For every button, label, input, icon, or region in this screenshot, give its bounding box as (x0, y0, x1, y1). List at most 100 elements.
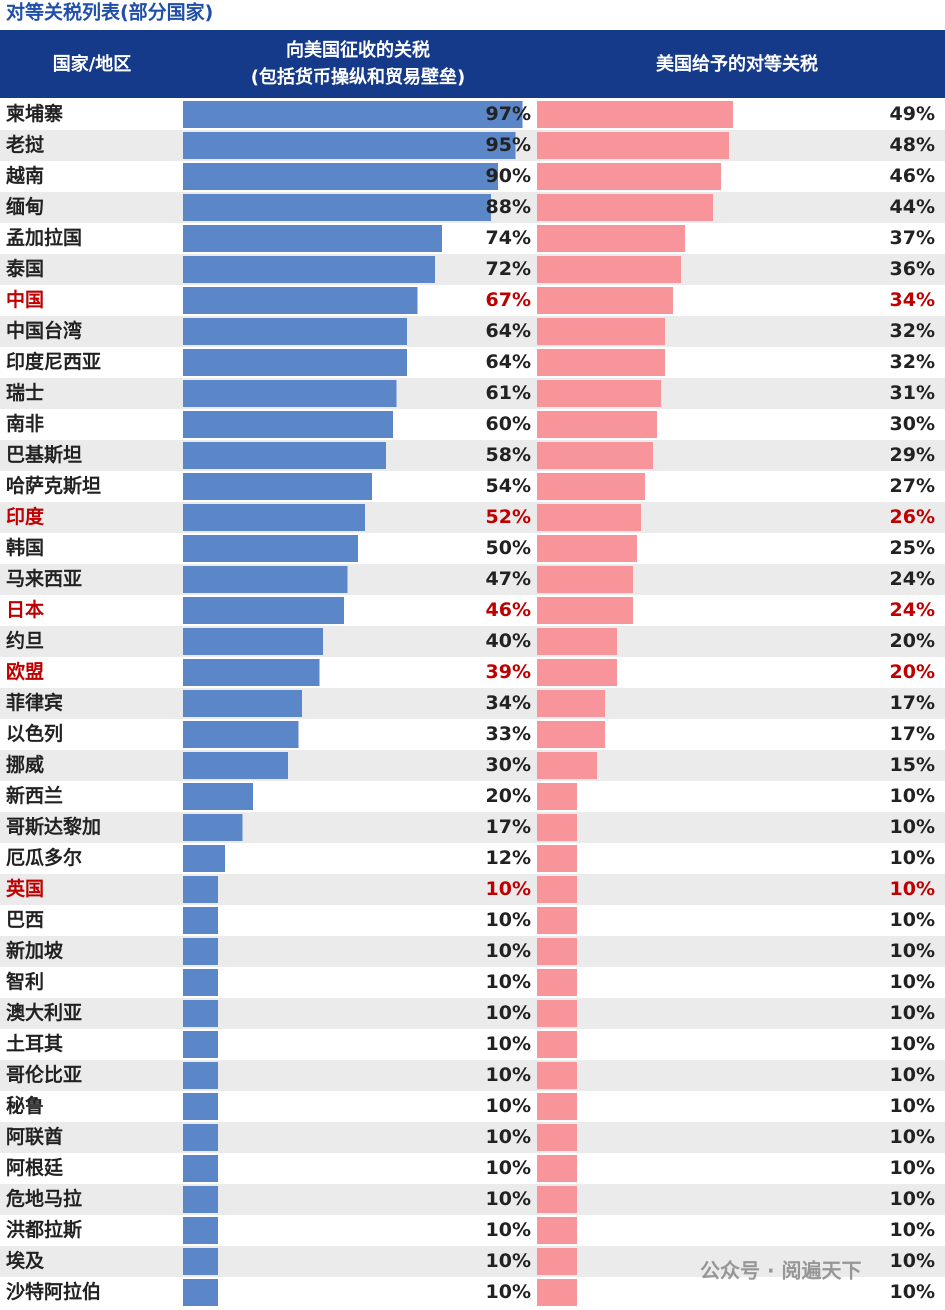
value-label: 49% (890, 103, 935, 125)
bar (183, 225, 442, 252)
value-label: 17% (890, 723, 935, 745)
bar (183, 256, 435, 283)
category-label: 沙特阿拉伯 (6, 1280, 101, 1303)
value-label: 10% (890, 785, 935, 807)
row-background (0, 750, 945, 781)
row-background (0, 936, 945, 967)
category-label: 欧盟 (6, 660, 44, 683)
bar (183, 1248, 218, 1275)
bar (183, 287, 418, 314)
category-label: 约旦 (6, 629, 44, 652)
value-label: 10% (890, 909, 935, 931)
bar (183, 566, 348, 593)
row-background (0, 998, 945, 1029)
bar (183, 349, 407, 376)
value-label: 40% (486, 630, 531, 652)
bar (183, 1000, 218, 1027)
row-background (0, 626, 945, 657)
bar (537, 1186, 577, 1213)
value-label: 26% (890, 506, 935, 528)
category-label: 日本 (6, 598, 44, 621)
value-label: 47% (486, 568, 531, 590)
bar (537, 597, 633, 624)
category-label: 柬埔寨 (6, 102, 63, 125)
category-label: 印度 (6, 505, 45, 528)
category-label: 泰国 (5, 257, 44, 280)
value-label: 10% (486, 1219, 531, 1241)
bar (537, 969, 577, 996)
bar (183, 318, 407, 345)
category-label: 秘鲁 (6, 1094, 44, 1117)
value-label: 54% (486, 475, 531, 497)
bar (537, 349, 665, 376)
row-background (0, 1246, 945, 1277)
value-label: 10% (486, 971, 531, 993)
bar (537, 690, 605, 717)
bar (183, 845, 225, 872)
value-label: 17% (890, 692, 935, 714)
value-label: 46% (486, 599, 531, 621)
bar (183, 876, 218, 903)
bar (183, 721, 299, 748)
value-label: 60% (486, 413, 531, 435)
bar (183, 597, 344, 624)
value-label: 30% (486, 754, 531, 776)
bar (183, 1093, 218, 1120)
value-label: 30% (890, 413, 935, 435)
value-label: 10% (486, 1095, 531, 1117)
row-background (0, 564, 945, 595)
bar (537, 659, 617, 686)
bar (537, 1093, 577, 1120)
value-label: 20% (890, 661, 935, 683)
row-background (0, 440, 945, 471)
value-label: 10% (486, 1126, 531, 1148)
value-label: 88% (486, 196, 531, 218)
bar (183, 783, 253, 810)
category-label: 危地马拉 (6, 1187, 82, 1210)
bar (537, 225, 685, 252)
row-background (0, 1060, 945, 1091)
bar (183, 1155, 218, 1182)
bar (537, 380, 661, 407)
category-label: 巴西 (6, 909, 44, 931)
bar (537, 752, 597, 779)
column-header: 向美国征收的关税 (286, 39, 430, 61)
bar (537, 1279, 577, 1306)
value-label: 34% (890, 289, 935, 311)
value-label: 10% (890, 847, 935, 869)
value-label: 10% (890, 1157, 935, 1179)
bar (183, 442, 386, 469)
value-label: 24% (890, 599, 935, 621)
row-background (0, 688, 945, 719)
category-label: 孟加拉国 (6, 226, 82, 249)
bar (537, 132, 729, 159)
bar (183, 473, 372, 500)
bar (183, 380, 397, 407)
value-label: 10% (486, 1250, 531, 1272)
category-label: 中国台湾 (6, 319, 82, 342)
bar (537, 473, 645, 500)
value-label: 10% (486, 1157, 531, 1179)
bar (183, 194, 491, 221)
category-label: 巴基斯坦 (6, 443, 82, 466)
row-background (0, 812, 945, 843)
bar (537, 876, 577, 903)
category-label: 哥伦比亚 (6, 1063, 82, 1086)
category-label: 阿联酋 (6, 1125, 63, 1148)
value-label: 52% (486, 506, 531, 528)
bar (537, 287, 673, 314)
bar (537, 814, 577, 841)
bar (537, 1248, 577, 1275)
category-label: 埃及 (6, 1249, 45, 1272)
value-label: 10% (486, 1033, 531, 1055)
value-label: 32% (890, 351, 935, 373)
column-note: (包括货币操纵和贸易壁垒) (251, 66, 465, 88)
value-label: 17% (486, 816, 531, 838)
value-label: 50% (486, 537, 531, 559)
category-label: 智利 (6, 970, 44, 993)
value-label: 10% (486, 1064, 531, 1086)
category-label: 新加坡 (6, 939, 64, 962)
category-label: 南非 (6, 413, 44, 435)
value-label: 10% (890, 1064, 935, 1086)
